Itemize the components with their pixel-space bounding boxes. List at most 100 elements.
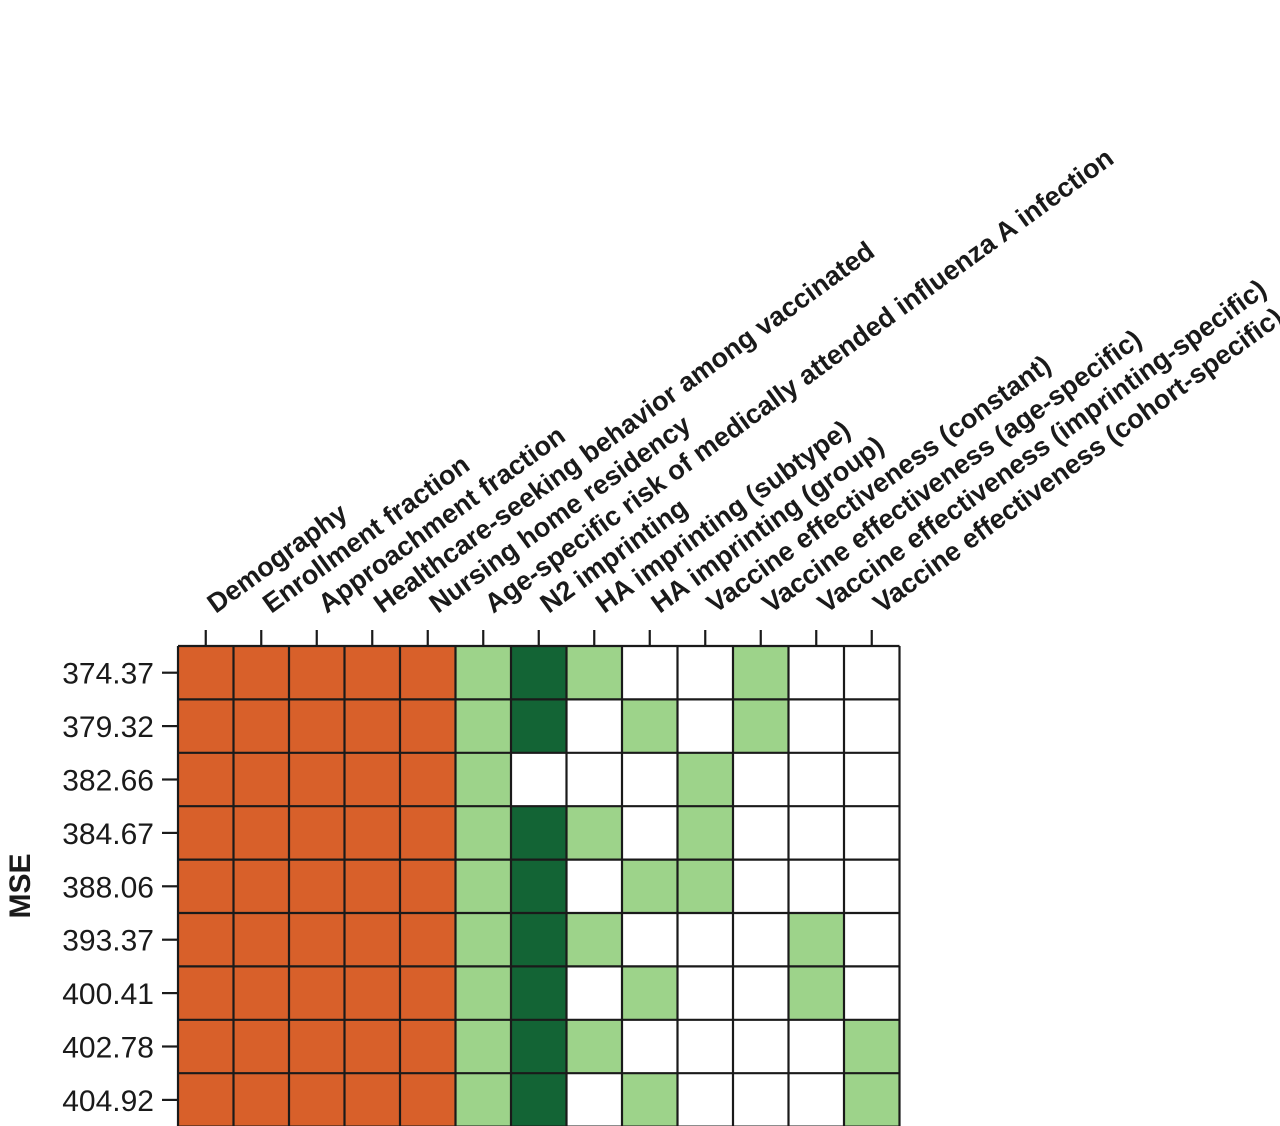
cell-included-fixed (289, 859, 345, 913)
cell-absent (788, 646, 844, 700)
cell-included-fixed (344, 1073, 400, 1126)
cell-included-common (455, 806, 511, 860)
cell-included-fixed (233, 1073, 289, 1126)
cell-included-fixed (233, 859, 289, 913)
cell-included-common (566, 646, 622, 700)
cell-included-common (788, 966, 844, 1020)
cell-absent (677, 699, 733, 753)
cell-absent (677, 646, 733, 700)
cell-included-common (733, 699, 789, 753)
cell-absent (566, 859, 622, 913)
cell-included-fixed (344, 966, 400, 1020)
cell-included-fixed (178, 646, 234, 700)
cell-absent (566, 699, 622, 753)
cell-absent (788, 806, 844, 860)
row-label: 388.06 (62, 871, 154, 904)
cell-absent (788, 859, 844, 913)
cell-absent (844, 699, 900, 753)
cell-included-fixed (344, 1019, 400, 1074)
row-label: 374.37 (62, 658, 154, 691)
cell-absent (733, 913, 789, 967)
row-label: 393.37 (62, 925, 154, 958)
cell-included-fixed (289, 752, 345, 807)
row-label: 400.41 (62, 978, 154, 1011)
cell-included-selected (511, 966, 567, 1020)
cell-absent (677, 1073, 733, 1126)
cell-included-selected (511, 646, 567, 700)
cell-absent (622, 1019, 678, 1074)
cell-included-fixed (233, 806, 289, 860)
cell-included-selected (511, 1019, 567, 1074)
cell-absent (733, 1073, 789, 1126)
cell-included-fixed (178, 806, 234, 860)
cell-absent (844, 966, 900, 1020)
row-label: 379.32 (62, 711, 154, 744)
cell-absent (677, 966, 733, 1020)
cell-included-fixed (289, 806, 345, 860)
cell-included-fixed (178, 1019, 234, 1074)
cell-included-fixed (178, 752, 234, 807)
cell-included-fixed (233, 913, 289, 967)
cell-included-common (622, 966, 678, 1020)
cell-absent (733, 859, 789, 913)
cell-included-common (455, 699, 511, 753)
cell-included-common (455, 1019, 511, 1074)
cell-included-common (788, 913, 844, 967)
cell-included-fixed (400, 806, 456, 860)
cell-included-fixed (344, 859, 400, 913)
cell-included-fixed (233, 966, 289, 1020)
row-labels: 374.37 379.32 382.66 384.67 388.06 393.37 400.… (62, 658, 154, 1118)
cell-included-common (455, 646, 511, 700)
cell-absent (844, 913, 900, 967)
cell-included-fixed (178, 699, 234, 753)
cell-included-fixed (400, 913, 456, 967)
cell-included-fixed (289, 699, 345, 753)
cell-included-selected (511, 806, 567, 860)
cell-included-common (733, 646, 789, 700)
heatmap-cells (178, 646, 900, 1126)
cell-absent (788, 699, 844, 753)
cell-included-selected (511, 913, 567, 967)
cell-included-fixed (400, 646, 456, 700)
cell-absent (622, 806, 678, 860)
cell-included-common (455, 752, 511, 807)
cell-absent (788, 1073, 844, 1126)
cell-included-common (622, 1073, 678, 1126)
cell-included-common (677, 806, 733, 860)
cell-included-fixed (344, 806, 400, 860)
cell-included-common (455, 859, 511, 913)
cell-included-common (844, 1073, 900, 1126)
cell-absent (733, 806, 789, 860)
cell-included-fixed (344, 646, 400, 700)
cell-absent (622, 646, 678, 700)
cell-included-common (566, 913, 622, 967)
cell-included-fixed (400, 859, 456, 913)
cell-absent (844, 752, 900, 807)
cell-included-common (622, 699, 678, 753)
column-ticks (204, 630, 873, 646)
y-axis-title: MSE (4, 853, 37, 918)
cell-absent (677, 913, 733, 967)
cell-included-fixed (233, 752, 289, 807)
cell-included-fixed (233, 1019, 289, 1074)
row-label: 384.67 (62, 818, 154, 851)
cell-included-common (844, 1019, 900, 1074)
row-label: 382.66 (62, 765, 154, 798)
cell-included-common (566, 806, 622, 860)
cell-absent (844, 859, 900, 913)
cell-included-common (677, 752, 733, 807)
cell-included-selected (511, 699, 567, 753)
cell-included-common (455, 913, 511, 967)
cell-included-selected (511, 1073, 567, 1126)
cell-absent (844, 646, 900, 700)
row-label: 404.92 (62, 1085, 154, 1118)
cell-included-fixed (233, 699, 289, 753)
cell-absent (788, 752, 844, 807)
cell-absent (566, 752, 622, 807)
cell-included-fixed (178, 966, 234, 1020)
cell-included-fixed (400, 1073, 456, 1126)
row-ticks (162, 671, 178, 1102)
heatmap-grid (176, 644, 901, 1126)
